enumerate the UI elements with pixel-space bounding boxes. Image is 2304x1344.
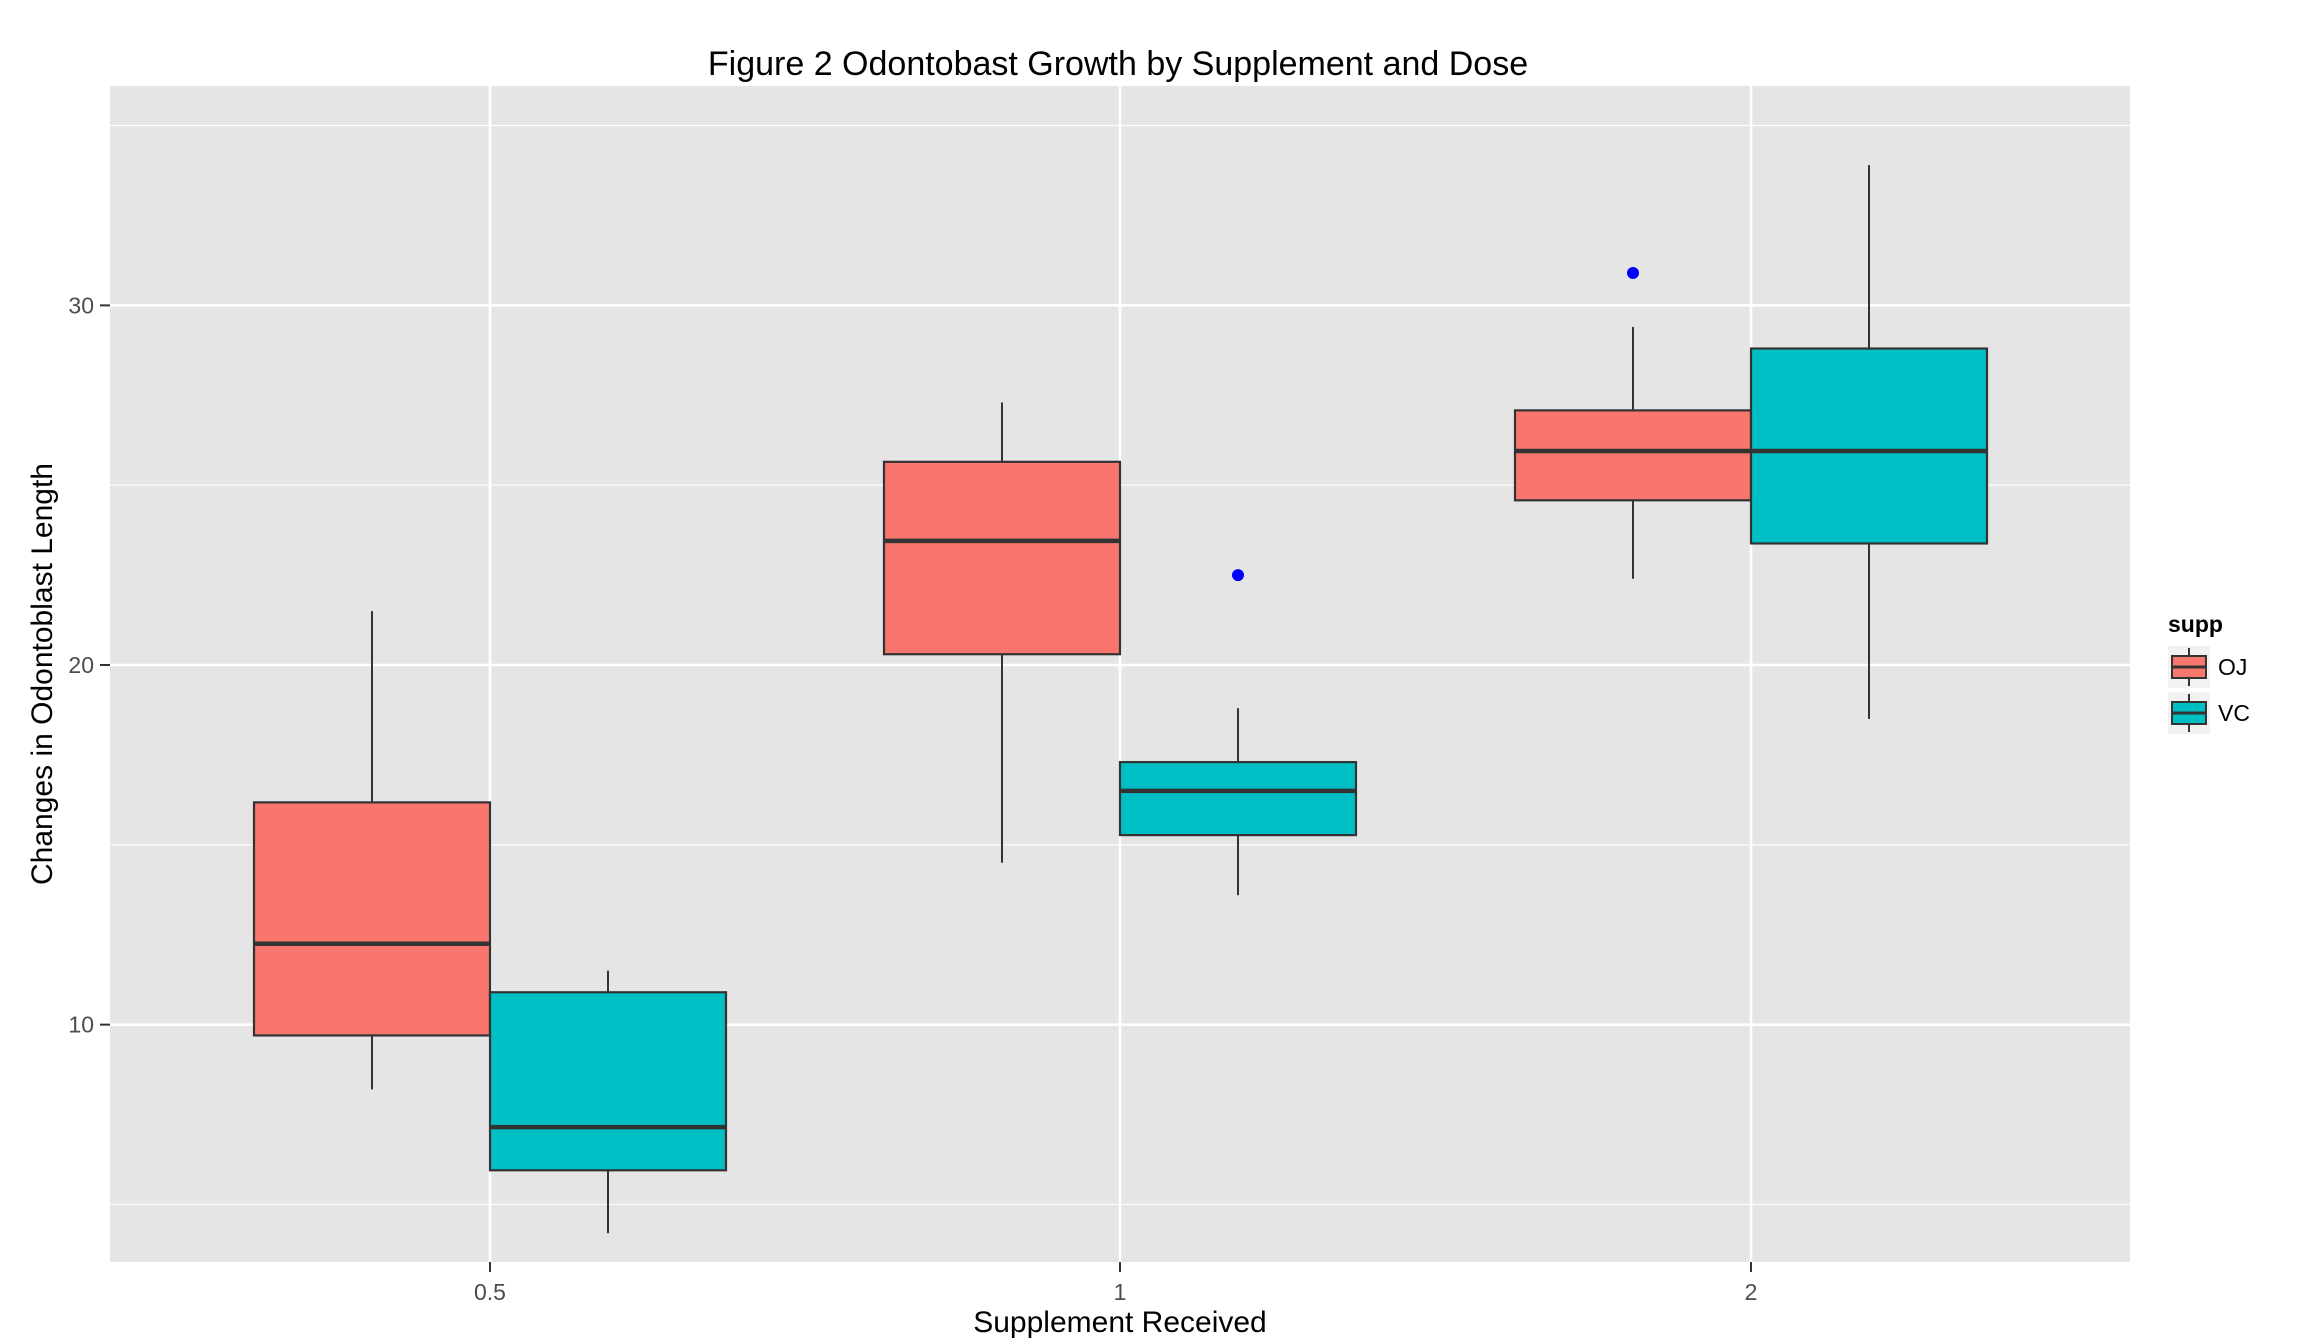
box-vc-2 [1749,165,1989,719]
legend-label: VC [2218,700,2250,726]
x-tick-label: 2 [1745,1279,1758,1305]
y-axis-title: Changes in Odontoblast Length [26,463,59,885]
legend-title: supp [2168,611,2223,637]
box-oj-1 [882,402,1122,863]
box-vc-0.5 [488,970,728,1234]
y-tick-label: 10 [68,1012,94,1038]
x-axis: 0.5 1 2 [474,1262,1757,1305]
box-oj-0.5 [252,611,492,1090]
x-tick-label: 0.5 [474,1279,506,1305]
box-rect [1118,761,1358,837]
outlier-point [1627,267,1639,280]
box-rect [882,460,1122,656]
y-tick-label: 30 [68,292,94,318]
box-rect [1513,409,1753,502]
box-rect [488,991,728,1172]
box-vc-1 [1118,569,1358,896]
x-axis-title: Supplement Received [973,1306,1267,1339]
box-rect [252,801,492,1037]
chart-title: Figure 2 Odontobast Growth by Supplement… [708,45,1528,83]
box-oj-2 [1513,267,1753,579]
legend-item-vc: VC [2168,692,2250,734]
legend-label: OJ [2218,654,2247,680]
x-tick-label: 1 [1114,1279,1127,1305]
legend: supp OJ VC [2168,611,2250,734]
legend-item-oj: OJ [2168,646,2247,688]
box-rect [1749,347,1989,545]
legend-items: OJ VC [2168,646,2250,734]
y-tick-label: 20 [68,652,94,678]
y-axis: 10 20 30 [68,292,110,1038]
boxes-layer [252,165,1989,1234]
outlier-point [1232,569,1244,582]
